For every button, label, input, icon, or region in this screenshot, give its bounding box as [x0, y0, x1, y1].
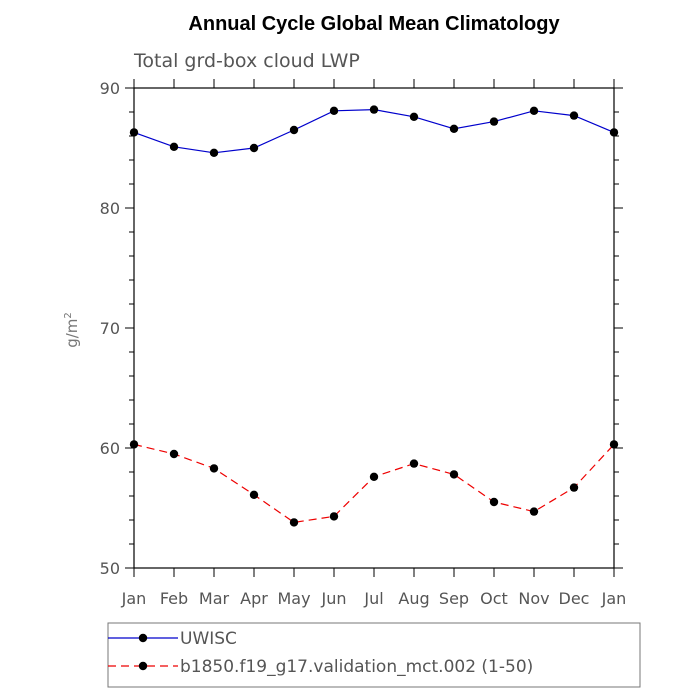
- data-point: [369, 105, 379, 114]
- data-point: [289, 518, 299, 527]
- plot-frame: [133, 87, 615, 569]
- data-point: [249, 490, 259, 499]
- y-tick-label: 90: [100, 79, 120, 98]
- chart-subtitle: Total grd-box cloud LWP: [133, 50, 360, 72]
- data-point: [609, 440, 619, 449]
- x-tick-label: Apr: [240, 589, 268, 608]
- data-point: [449, 124, 459, 133]
- data-point: [129, 128, 139, 137]
- data-point: [609, 128, 619, 137]
- data-point: [489, 117, 499, 126]
- y-tick-label: 80: [100, 199, 120, 218]
- data-point: [409, 459, 419, 468]
- x-tick-label: Sep: [439, 589, 469, 608]
- data-point: [569, 483, 579, 492]
- series-layer: [129, 105, 619, 527]
- data-point: [169, 449, 179, 459]
- x-tick-label: Oct: [480, 589, 508, 608]
- legend-label: b1850.f19_g17.validation_mct.002 (1-50): [180, 657, 533, 677]
- x-tick-label: Feb: [160, 589, 188, 608]
- data-point: [409, 112, 419, 122]
- x-tick-label: Nov: [518, 589, 549, 608]
- series-line: [133, 443, 615, 524]
- data-point: [329, 106, 339, 116]
- y-tick-label: 60: [100, 439, 120, 458]
- data-point: [529, 106, 539, 116]
- data-point: [129, 440, 139, 449]
- legend: UWISC b1850.f19_g17.validation_mct.002 (1…: [107, 622, 641, 688]
- series-line: [133, 108, 615, 154]
- data-point: [209, 464, 219, 473]
- y-tick-label: 50: [100, 559, 120, 578]
- x-tick-label: Dec: [559, 589, 590, 608]
- y-axis-label-exponent: 2: [63, 312, 74, 318]
- legend-box: [107, 622, 641, 688]
- legend-label: UWISC: [180, 629, 237, 649]
- data-point: [529, 507, 539, 516]
- x-tick-label: Jan: [601, 589, 627, 608]
- data-point: [329, 512, 339, 521]
- data-point: [369, 472, 379, 481]
- data-point: [169, 142, 179, 151]
- legend-marker: [138, 633, 148, 643]
- y-tick-label: 70: [100, 319, 120, 338]
- x-tick-label: Aug: [398, 589, 429, 608]
- data-point: [569, 111, 579, 120]
- data-point: [449, 470, 459, 479]
- legend-marker: [138, 661, 148, 671]
- data-point: [249, 143, 259, 153]
- x-tick-label: Jan: [121, 589, 147, 608]
- x-tick-label: May: [277, 589, 310, 608]
- x-tick-label: Jul: [363, 589, 383, 608]
- plot-axes: 50 60 70 80 90 Jan Feb Mar Apr May Jun Jul Aug Sep Oct…: [100, 79, 627, 608]
- y-axis-label: g/m2: [63, 312, 81, 348]
- x-tick-label: Jun: [321, 589, 347, 608]
- y-axis-label-unit: g/m: [63, 319, 81, 348]
- data-point: [489, 497, 499, 507]
- x-tick-label: Mar: [199, 589, 230, 608]
- data-point: [289, 125, 299, 135]
- data-point: [209, 148, 219, 157]
- chart-title: Annual Cycle Global Mean Climatology: [188, 13, 560, 35]
